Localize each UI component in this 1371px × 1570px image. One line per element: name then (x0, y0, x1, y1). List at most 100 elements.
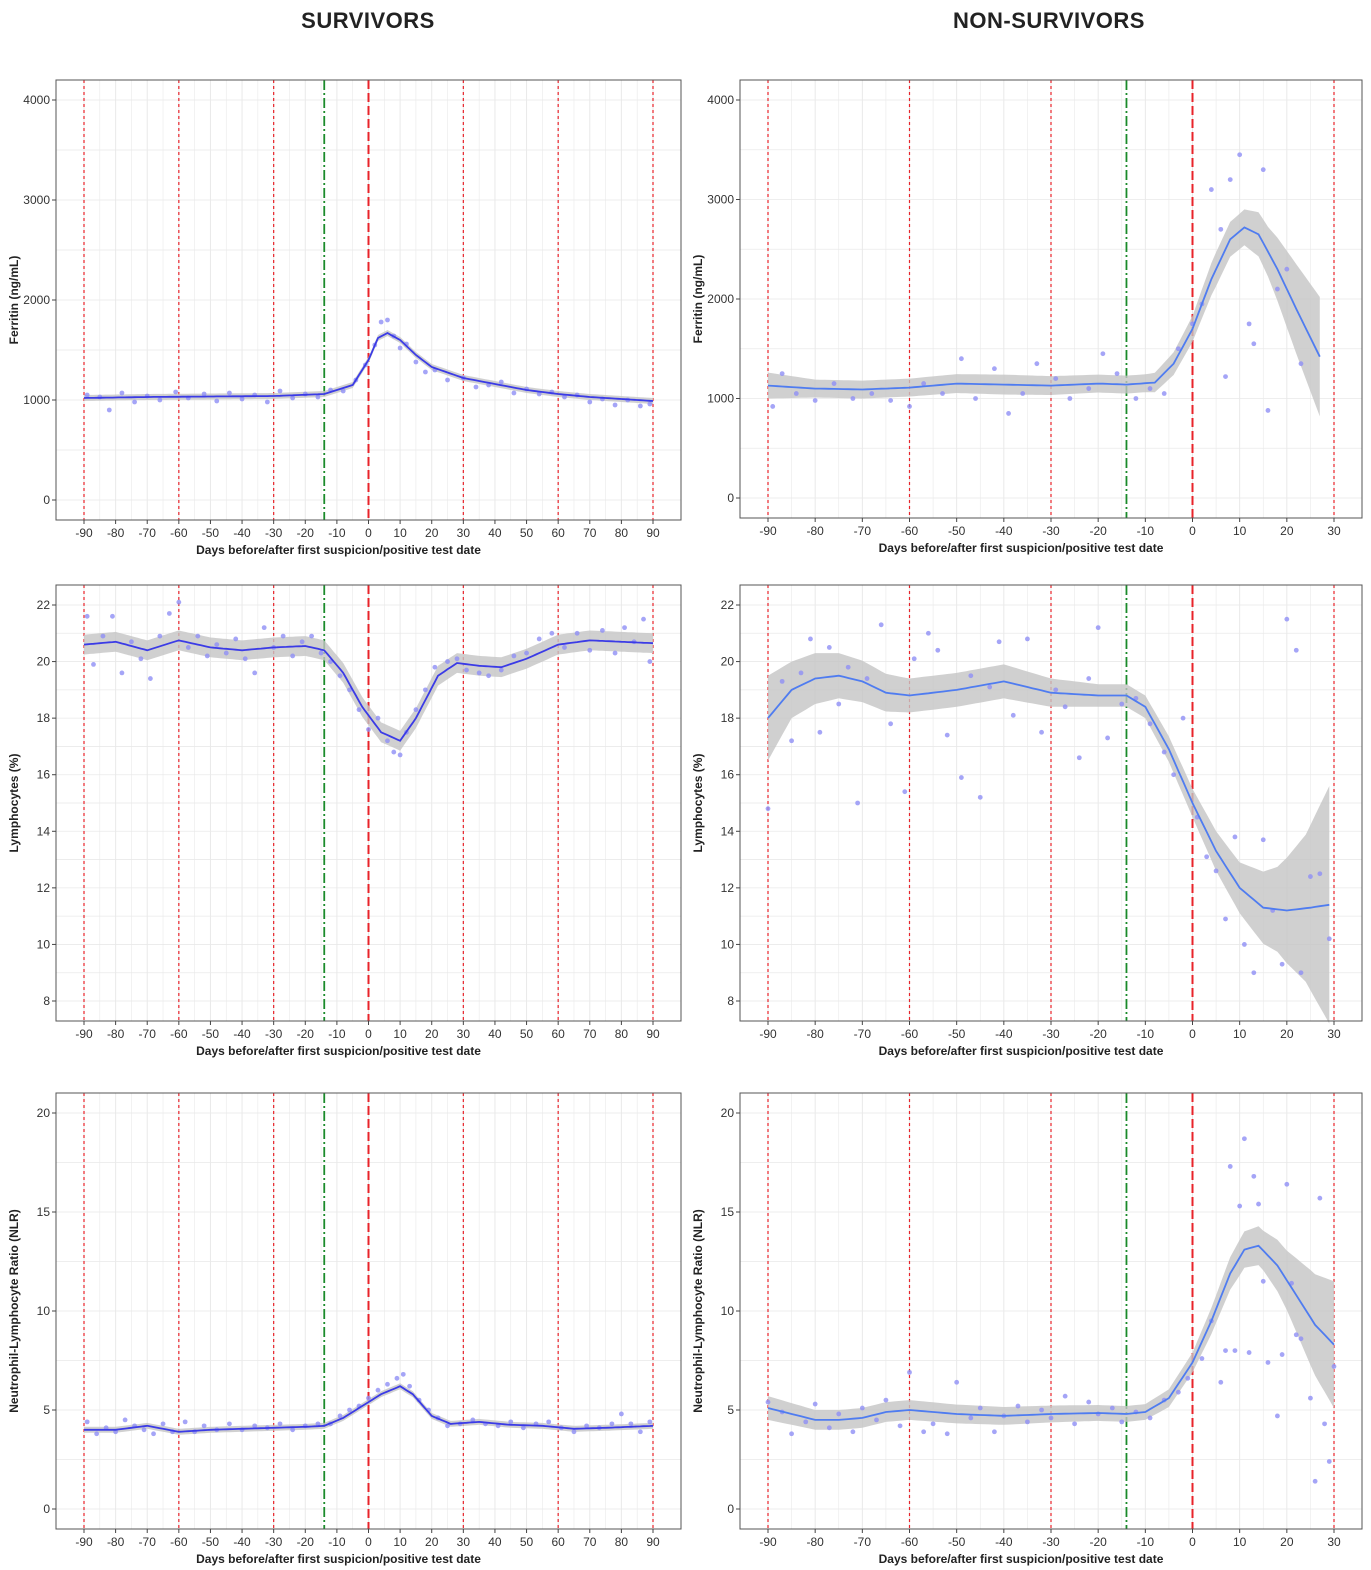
data-point (647, 1419, 653, 1425)
y-tick-label: 8 (727, 994, 734, 1008)
data-point (445, 659, 450, 664)
data-point (356, 707, 362, 713)
data-point (166, 611, 172, 616)
data-point (647, 401, 653, 407)
y-tick-label: 14 (37, 824, 51, 838)
data-point (261, 625, 267, 631)
data-point (1279, 1352, 1285, 1357)
x-tick-label: -90 (759, 524, 777, 538)
data-point (808, 636, 813, 642)
data-point (340, 388, 346, 394)
x-tick-label: 70 (583, 1535, 597, 1549)
data-point (940, 391, 945, 396)
data-point (850, 396, 856, 401)
data-point (992, 366, 997, 372)
data-point (347, 687, 352, 693)
x-tick-label: 60 (551, 526, 565, 540)
data-point (1006, 411, 1011, 416)
data-point (789, 1431, 794, 1437)
x-tick-label: -70 (854, 524, 872, 538)
x-tick-label: -60 (170, 1027, 188, 1041)
data-point (375, 1387, 381, 1393)
x-axis-label: Days before/after first suspicion/positi… (196, 1552, 481, 1566)
data-point (549, 630, 555, 636)
data-point (160, 1421, 166, 1427)
x-tick-label: -20 (1089, 524, 1107, 538)
data-point (935, 647, 941, 653)
x-tick-label: -50 (948, 1027, 966, 1041)
data-point (992, 1429, 997, 1435)
data-point (574, 630, 580, 636)
y-tick-label: 20 (721, 655, 735, 669)
x-tick-label: 0 (1189, 524, 1196, 538)
x-tick-label: 40 (488, 1027, 502, 1041)
data-point (826, 645, 832, 650)
data-point (110, 613, 115, 619)
x-tick-label: 40 (488, 1535, 502, 1549)
x-tick-label: 20 (1280, 524, 1294, 538)
data-point (612, 650, 618, 656)
data-point (1133, 396, 1139, 401)
data-point (445, 1423, 450, 1429)
data-point (977, 1405, 983, 1411)
data-point (407, 1383, 412, 1389)
data-point (845, 664, 851, 670)
x-tick-label: 10 (1233, 1535, 1247, 1549)
data-point (397, 752, 403, 758)
x-tick-label: -30 (265, 1027, 283, 1041)
x-tick-label: -90 (759, 1027, 777, 1041)
data-point (587, 647, 593, 653)
data-point (1227, 1164, 1233, 1169)
data-point (1062, 1393, 1068, 1399)
y-axis-label: Ferritin (ng/mL) (7, 256, 21, 345)
x-tick-label: -60 (170, 526, 188, 540)
x-tick-label: -20 (297, 526, 315, 540)
y-tick-label: 5 (727, 1403, 734, 1417)
data-point (94, 1431, 100, 1437)
data-point (520, 1425, 526, 1431)
data-point (798, 670, 804, 676)
confidence-ribbon (84, 630, 653, 751)
data-point (826, 1425, 832, 1431)
y-tick-label: 16 (37, 768, 51, 782)
data-point (902, 789, 908, 795)
data-point (511, 653, 517, 659)
data-point (1086, 386, 1092, 391)
data-point (562, 645, 567, 650)
data-point (944, 1431, 950, 1437)
y-tick-label: 10 (37, 937, 51, 951)
data-point (803, 1419, 809, 1425)
data-point (204, 653, 210, 659)
x-tick-label: 10 (1233, 1027, 1247, 1041)
data-point (1100, 351, 1106, 357)
data-point (84, 1419, 90, 1425)
data-point (454, 656, 460, 662)
smooth-line (84, 1385, 654, 1433)
data-point (1293, 647, 1299, 653)
data-point (391, 749, 397, 755)
data-point (84, 613, 90, 619)
data-point (511, 390, 517, 396)
data-point (106, 407, 112, 413)
data-point (770, 404, 776, 409)
data-point (84, 392, 90, 398)
x-tick-label: 10 (393, 526, 407, 540)
data-point (864, 676, 870, 681)
x-tick-label: -70 (854, 1027, 872, 1041)
x-tick-label: -80 (107, 526, 125, 540)
chart-surv-ferritin: 0 1000 2000 3000 4000 -90 -80 -70 -60 -50 -40 -30 -2… (7, 79, 682, 557)
data-point (996, 639, 1002, 645)
data-point (277, 1421, 283, 1427)
data-point (977, 794, 983, 800)
chart-nonsurv-ferritin: 0 1000 2000 3000 4000 -90 -80 -70 -60 -50 -40 -30 -2… (691, 79, 1363, 555)
data-point (1326, 1459, 1332, 1464)
data-point (299, 639, 305, 645)
data-point (944, 732, 950, 738)
x-tick-label: -60 (901, 1027, 919, 1041)
data-point (779, 678, 785, 684)
x-tick-label: -20 (297, 1535, 315, 1549)
x-tick-label: 30 (1327, 1535, 1341, 1549)
x-tick-label: 0 (365, 526, 372, 540)
y-tick-label: 4000 (707, 93, 734, 107)
data-point (176, 599, 182, 605)
